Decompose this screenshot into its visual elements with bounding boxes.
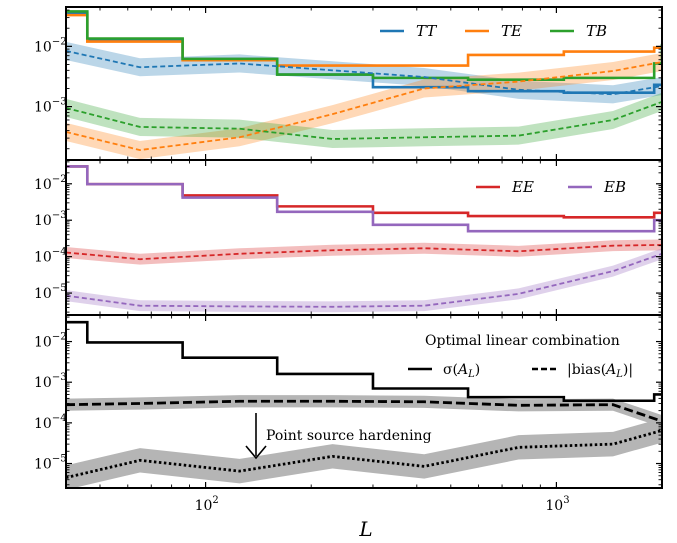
plot-area xyxy=(66,10,662,160)
y-tick-label: 10−5 xyxy=(34,283,67,302)
panel-ee-eb: 10−2 10−3 10−4 10−5 xyxy=(34,159,663,316)
legend-panel-1: EE EB xyxy=(476,178,626,196)
x-tick-label: 102 xyxy=(195,495,219,514)
annotation-text: Point source hardening xyxy=(266,428,432,444)
series-line-0 xyxy=(66,320,662,403)
series-line-2 xyxy=(66,244,662,261)
y-tick-label: 10−4 xyxy=(34,413,67,432)
legend-title: Optimal linear combination xyxy=(425,333,620,349)
series-line-0 xyxy=(66,165,662,219)
series-line-1 xyxy=(66,399,662,423)
axes-frame xyxy=(65,314,663,489)
legend-panel-0: TT TE TB xyxy=(380,22,607,40)
series-line-3 xyxy=(66,50,662,96)
legend-label-ee: EE xyxy=(511,178,534,196)
error-band-5 xyxy=(66,92,662,149)
annotation-point-source: Point source hardening xyxy=(245,413,432,460)
y-tick-label: 10−4 xyxy=(34,247,67,266)
y-tick-label: 10−2 xyxy=(34,332,67,351)
y-tick-label: 10−3 xyxy=(34,372,67,391)
series-line-5 xyxy=(66,100,662,140)
legend-label-bias: |bias(AL)| xyxy=(567,362,633,380)
panel-optimal-combination: 10−2 10−3 10−4 10−5 102 103 xyxy=(34,314,663,514)
y-tick-label: 10−3 xyxy=(34,97,67,116)
panel-tt-te-tb: 10−2 10−3 xyxy=(34,6,663,161)
y-tick-label: 10−5 xyxy=(34,454,67,473)
x-axis-label: L xyxy=(358,517,372,541)
legend-label-eb: EB xyxy=(603,178,626,196)
y-tick-label: 10−2 xyxy=(34,36,67,55)
annotation-arrow-head xyxy=(245,445,267,460)
series-line-4 xyxy=(66,61,662,151)
error-band-2 xyxy=(66,418,662,488)
series-line-1 xyxy=(66,13,662,67)
legend-label-te: TE xyxy=(501,22,522,40)
series-line-2 xyxy=(66,429,662,479)
plot-area xyxy=(66,320,662,488)
legend-label-tt: TT xyxy=(416,22,437,40)
legend-panel-2: Optimal linear combination σ(AL) |bias(A… xyxy=(408,333,633,380)
y-tick-label: 10−2 xyxy=(34,174,67,193)
legend-label-sigma: σ(AL) xyxy=(443,362,480,380)
series-line-1 xyxy=(66,165,662,233)
plot-area xyxy=(66,165,662,313)
y-tick-label: 10−3 xyxy=(34,210,67,229)
series-line-3 xyxy=(66,252,662,308)
error-band-3 xyxy=(66,248,662,313)
error-band-2 xyxy=(66,239,662,265)
x-tick-label: 103 xyxy=(545,495,569,514)
series-line-2 xyxy=(66,10,662,81)
legend-label-tb: TB xyxy=(586,22,607,40)
